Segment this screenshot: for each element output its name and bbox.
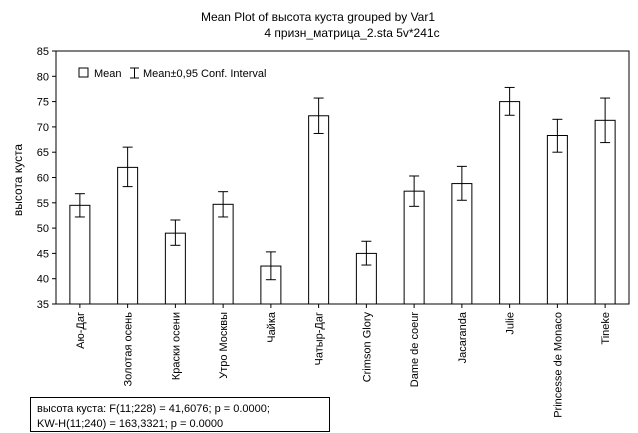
y-tick-label: 80 [37,71,49,83]
y-tick-label: 70 [37,122,49,134]
category-label: Tineke [600,312,612,345]
stats-box: высота куста: F(11;228) = 41,6076; p = 0… [30,397,330,432]
mean-bar [403,190,425,305]
category-label: Краски осени [170,312,182,380]
y-tick-label: 55 [37,198,49,210]
y-tick-label: 75 [37,97,49,109]
y-tick-label: 60 [37,173,49,185]
category-label: Аю-Даг [75,312,87,349]
stats-line-anova: высота куста: F(11;228) = 41,6076; p = 0… [37,403,270,415]
mean-bar [212,203,234,305]
mean-bar [117,166,139,305]
category-label: Чайка [266,311,278,343]
chart-title: Mean Plot of высота куста grouped by Var… [201,10,435,24]
y-axis-label: высота куста [11,144,25,217]
mean-bar [308,115,330,305]
category-label: Утро Москвы [218,312,230,379]
y-tick-label: 65 [37,147,49,159]
mean-bar [69,204,91,305]
stats-line-kruskal-wallis: KW-H(11;240) = 163,3321; p = 0.0000 [37,418,224,430]
chart-subtitle: 4 призн_матрица_2.sta 5v*241c [264,26,439,40]
plot-frame [55,50,630,305]
y-tick-label: 45 [37,248,49,260]
category-label: Dame de coeur [409,312,421,388]
legend: Mean Mean±0,95 Conf. Interval [78,67,266,80]
y-tick-label: 40 [37,274,49,286]
legend-mean-swatch [78,67,89,78]
legend-ci-label: Mean±0,95 Conf. Interval [143,68,266,80]
y-tick-label: 35 [37,299,49,311]
category-label: Crimson Glory [361,312,373,383]
mean-bar [499,101,521,305]
legend-mean-label: Mean [94,68,122,80]
mean-bar [594,119,616,305]
category-label: Jacaranda [457,311,469,363]
y-tick-label: 85 [37,46,49,58]
mean-bar [451,183,473,305]
category-label: Чатыр-Даг [314,312,326,366]
legend-ci-whisker-icon [130,67,139,79]
y-tick-label: 50 [37,223,49,235]
category-label: Золотая осень [123,312,135,387]
category-label: Princesse de Monaco [552,312,564,418]
mean-bar [546,135,568,305]
category-label: Julie [505,312,517,335]
